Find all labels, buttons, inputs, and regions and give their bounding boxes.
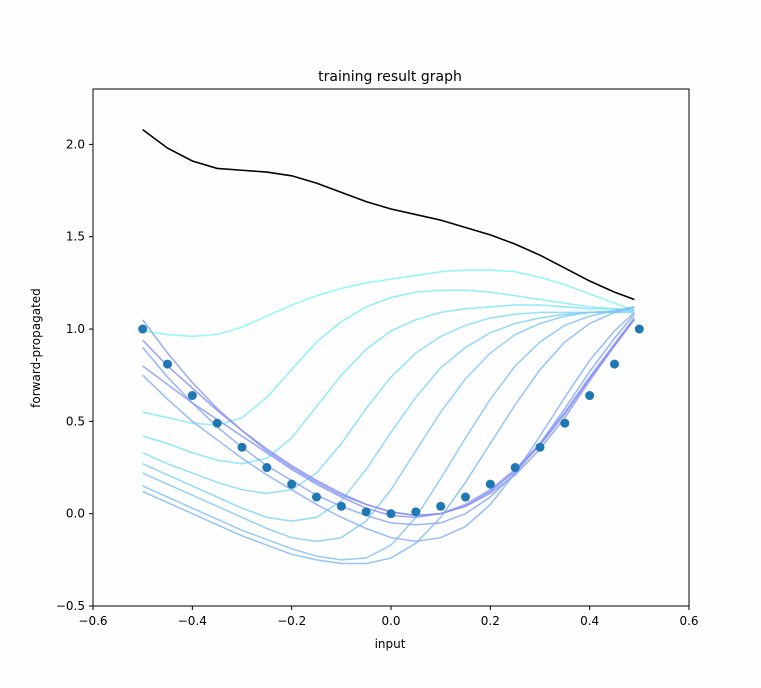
- target-point: [535, 442, 545, 452]
- target-point: [163, 359, 172, 369]
- training-curve-4: [142, 311, 635, 495]
- training-curve-6: [142, 307, 635, 543]
- y-axis-ticks: −0.5 0.0 0.5 1.0 1.5 2.0: [56, 137, 93, 613]
- training-curve-10: [142, 313, 635, 526]
- x-tick-label: −0.6: [78, 614, 107, 628]
- target-point: [436, 501, 446, 511]
- training-curve-2: [142, 289, 635, 426]
- target-points: [138, 324, 644, 519]
- x-axis-label: input: [375, 637, 406, 651]
- initial-curve: [142, 128, 635, 301]
- x-tick-label: −0.4: [178, 614, 207, 628]
- y-axis-label: forward-propagated: [29, 288, 43, 408]
- target-point: [411, 507, 421, 517]
- chart-title: training result graph: [318, 69, 462, 85]
- target-point: [610, 359, 619, 369]
- target-point: [585, 391, 595, 401]
- target-point: [237, 442, 247, 452]
- target-point: [634, 324, 644, 334]
- training-curve-8: [142, 306, 635, 565]
- target-point: [560, 418, 570, 428]
- target-point: [510, 463, 520, 473]
- y-tick-label: 0.0: [66, 507, 85, 521]
- x-tick-label: −0.2: [277, 614, 306, 628]
- y-tick-label: 2.0: [66, 137, 85, 151]
- x-axis-ticks: −0.6 −0.4 −0.2 0.0 0.2 0.4 0.6: [78, 606, 699, 628]
- target-point: [386, 509, 396, 519]
- target-point: [485, 479, 495, 489]
- target-point: [262, 463, 272, 473]
- target-point: [287, 479, 297, 489]
- training-curve-9: [142, 311, 635, 543]
- x-tick-label: 0.0: [381, 614, 400, 628]
- target-point: [138, 324, 148, 334]
- initial-curve-layer: [142, 128, 635, 301]
- x-tick-label: 0.4: [580, 614, 599, 628]
- y-tick-label: 1.0: [66, 322, 85, 336]
- training-curve-3: [142, 304, 635, 465]
- x-tick-label: 0.6: [679, 614, 698, 628]
- target-point: [312, 492, 321, 502]
- target-point: [461, 492, 470, 502]
- x-tick-label: 0.2: [481, 614, 500, 628]
- training-curve-1: [142, 269, 635, 338]
- y-tick-label: −0.5: [56, 599, 85, 613]
- training-curve-5: [142, 309, 635, 522]
- target-point: [361, 507, 371, 517]
- target-point: [336, 501, 346, 511]
- training-curve-7: [142, 306, 635, 561]
- target-point: [187, 391, 197, 401]
- y-tick-label: 0.5: [66, 414, 85, 428]
- target-point: [212, 418, 222, 428]
- y-tick-label: 1.5: [66, 230, 85, 244]
